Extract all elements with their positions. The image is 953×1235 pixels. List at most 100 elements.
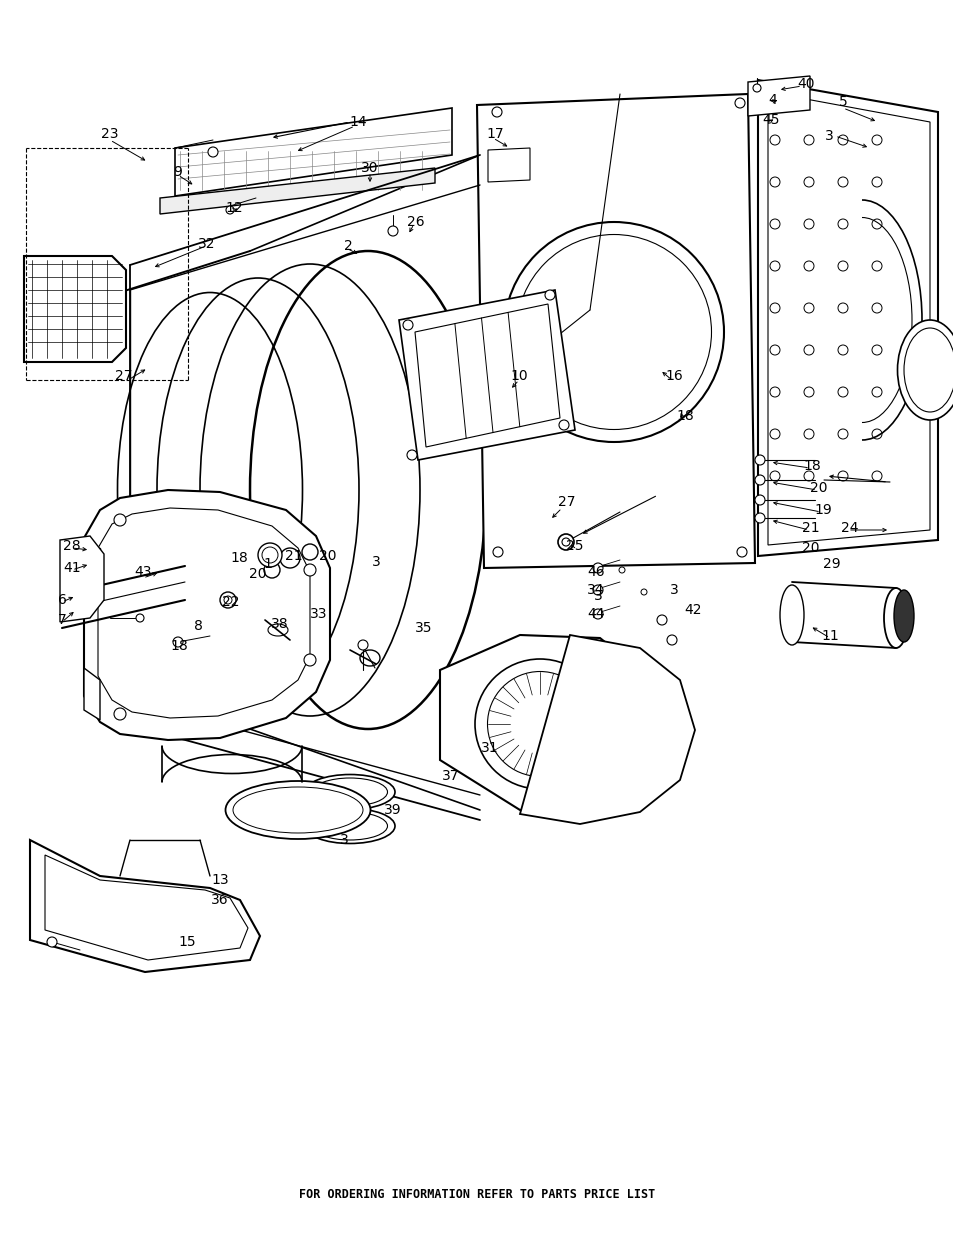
Ellipse shape bbox=[304, 655, 315, 666]
Ellipse shape bbox=[593, 585, 602, 595]
Text: 3: 3 bbox=[593, 589, 601, 603]
Text: 38: 38 bbox=[271, 618, 289, 631]
Text: 18: 18 bbox=[802, 459, 820, 473]
Ellipse shape bbox=[225, 781, 370, 839]
Text: 34: 34 bbox=[587, 583, 604, 597]
Ellipse shape bbox=[304, 564, 315, 576]
Text: 16: 16 bbox=[664, 369, 682, 383]
Polygon shape bbox=[398, 290, 575, 459]
Text: 8: 8 bbox=[193, 619, 202, 634]
Ellipse shape bbox=[493, 547, 502, 557]
Polygon shape bbox=[84, 668, 100, 720]
Ellipse shape bbox=[558, 534, 574, 550]
Ellipse shape bbox=[618, 567, 624, 573]
Polygon shape bbox=[758, 80, 937, 556]
Ellipse shape bbox=[475, 659, 604, 789]
Polygon shape bbox=[439, 635, 639, 810]
Text: 5: 5 bbox=[838, 95, 846, 109]
Text: 18: 18 bbox=[230, 551, 248, 564]
Text: 13: 13 bbox=[211, 873, 229, 887]
Ellipse shape bbox=[280, 548, 299, 568]
Text: 1: 1 bbox=[263, 557, 273, 571]
Text: 24: 24 bbox=[841, 521, 858, 535]
Ellipse shape bbox=[264, 562, 280, 578]
Text: 23: 23 bbox=[101, 127, 118, 141]
Text: 12: 12 bbox=[225, 201, 243, 215]
Text: 10: 10 bbox=[510, 369, 527, 383]
Polygon shape bbox=[174, 107, 452, 196]
Ellipse shape bbox=[305, 774, 395, 809]
Text: 32: 32 bbox=[198, 237, 215, 251]
Text: 31: 31 bbox=[480, 741, 498, 755]
Text: 22: 22 bbox=[222, 595, 239, 609]
Text: 37: 37 bbox=[442, 769, 459, 783]
Ellipse shape bbox=[388, 226, 397, 236]
Ellipse shape bbox=[302, 543, 317, 559]
Ellipse shape bbox=[754, 475, 764, 485]
Ellipse shape bbox=[313, 811, 387, 840]
Polygon shape bbox=[24, 256, 126, 362]
Ellipse shape bbox=[593, 563, 602, 573]
Ellipse shape bbox=[208, 147, 218, 157]
Text: 20: 20 bbox=[319, 550, 336, 563]
Ellipse shape bbox=[737, 547, 746, 557]
Text: 14: 14 bbox=[349, 115, 366, 128]
Text: 35: 35 bbox=[415, 621, 433, 635]
Text: 45: 45 bbox=[761, 112, 779, 127]
Text: 4: 4 bbox=[768, 93, 777, 107]
Ellipse shape bbox=[754, 513, 764, 522]
Text: 17: 17 bbox=[486, 127, 503, 141]
Text: 25: 25 bbox=[566, 538, 583, 553]
Ellipse shape bbox=[544, 290, 555, 300]
Ellipse shape bbox=[734, 98, 744, 107]
Polygon shape bbox=[84, 490, 330, 740]
Text: 46: 46 bbox=[587, 564, 604, 579]
Ellipse shape bbox=[226, 206, 233, 214]
Text: 3: 3 bbox=[823, 128, 833, 143]
Text: 27: 27 bbox=[115, 369, 132, 383]
Ellipse shape bbox=[754, 454, 764, 466]
Text: 21: 21 bbox=[801, 521, 819, 535]
Polygon shape bbox=[30, 840, 260, 972]
Text: 3: 3 bbox=[372, 555, 380, 569]
Text: 15: 15 bbox=[178, 935, 195, 948]
Ellipse shape bbox=[136, 614, 144, 622]
Ellipse shape bbox=[503, 222, 723, 442]
Ellipse shape bbox=[657, 615, 666, 625]
Text: 26: 26 bbox=[407, 215, 424, 228]
Text: 20: 20 bbox=[801, 541, 819, 555]
Ellipse shape bbox=[257, 543, 282, 567]
Ellipse shape bbox=[113, 514, 126, 526]
Ellipse shape bbox=[407, 450, 416, 459]
Polygon shape bbox=[84, 548, 100, 590]
Ellipse shape bbox=[305, 809, 395, 844]
Text: 19: 19 bbox=[813, 503, 831, 517]
Text: 40: 40 bbox=[797, 77, 814, 91]
Text: 20: 20 bbox=[809, 480, 827, 495]
Text: 36: 36 bbox=[211, 893, 229, 906]
Ellipse shape bbox=[883, 588, 907, 648]
Text: 41: 41 bbox=[63, 561, 81, 576]
Polygon shape bbox=[747, 77, 809, 116]
Polygon shape bbox=[519, 635, 695, 824]
Ellipse shape bbox=[113, 708, 126, 720]
Text: 29: 29 bbox=[822, 557, 840, 571]
Text: 30: 30 bbox=[361, 161, 378, 175]
Text: 7: 7 bbox=[57, 613, 67, 627]
Polygon shape bbox=[476, 94, 754, 568]
Ellipse shape bbox=[220, 592, 235, 608]
Ellipse shape bbox=[313, 778, 387, 806]
Ellipse shape bbox=[752, 84, 760, 91]
Text: 18: 18 bbox=[676, 409, 693, 424]
Ellipse shape bbox=[754, 495, 764, 505]
Text: FOR ORDERING INFORMATION REFER TO PARTS PRICE LIST: FOR ORDERING INFORMATION REFER TO PARTS … bbox=[298, 1188, 655, 1202]
Text: 44: 44 bbox=[587, 606, 604, 621]
Text: 33: 33 bbox=[310, 606, 328, 621]
Polygon shape bbox=[60, 536, 104, 622]
Text: 28: 28 bbox=[63, 538, 81, 553]
Text: 20: 20 bbox=[249, 567, 267, 580]
Polygon shape bbox=[160, 168, 435, 214]
Text: 3: 3 bbox=[669, 583, 678, 597]
Text: 39: 39 bbox=[384, 803, 401, 818]
Text: 11: 11 bbox=[821, 629, 838, 643]
